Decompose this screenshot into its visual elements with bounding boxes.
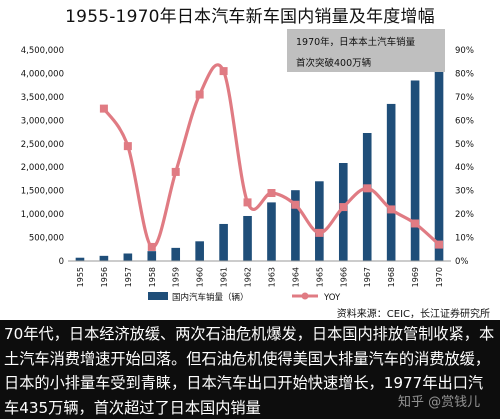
left-tick-label: 2,500,000 bbox=[21, 140, 64, 150]
bar bbox=[75, 257, 85, 261]
x-tick-label: 1961 bbox=[220, 267, 229, 287]
annotation-box: 1970年，日本本土汽车销量 首次突破400万辆 bbox=[287, 29, 445, 72]
left-tick-label: 2,000,000 bbox=[21, 163, 64, 173]
bar bbox=[434, 68, 444, 261]
yoy-point bbox=[339, 203, 348, 212]
x-tick-label: 1959 bbox=[172, 267, 181, 287]
right-tick-label: 10% bbox=[455, 234, 474, 244]
bar bbox=[362, 132, 372, 261]
watermark: 知乎 @赏钱儿 bbox=[398, 395, 481, 410]
x-tick-label: 1955 bbox=[76, 267, 85, 287]
bar bbox=[219, 223, 228, 261]
left-tick-label: 3,500,000 bbox=[21, 93, 64, 103]
bar bbox=[99, 255, 109, 261]
x-tick-label: 1962 bbox=[244, 267, 253, 287]
x-tick-label: 1963 bbox=[267, 267, 276, 287]
bar bbox=[171, 247, 181, 261]
x-tick-label: 1957 bbox=[124, 267, 133, 287]
x-axis: 1955 1956 1957 1958 1959 1960 1961 1962 1963 1964… bbox=[76, 267, 444, 287]
yoy-point bbox=[171, 167, 180, 176]
right-axis: 0% 10% 20% 30% 40% 50% 60% 70% 80% 90% bbox=[455, 46, 474, 267]
x-tick-label: 1969 bbox=[411, 267, 420, 287]
legend-line-label: YOY bbox=[323, 293, 341, 303]
legend: 国内汽车销量（辆） YOY bbox=[148, 292, 341, 303]
yoy-point bbox=[363, 184, 372, 193]
yoy-point bbox=[267, 189, 276, 198]
right-tick-label: 60% bbox=[455, 116, 474, 126]
right-tick-label: 40% bbox=[455, 163, 474, 173]
yoy-point bbox=[99, 104, 108, 113]
left-tick-label: 500,000 bbox=[29, 234, 64, 244]
right-tick-label: 20% bbox=[455, 210, 474, 220]
bar bbox=[243, 215, 252, 261]
bar bbox=[291, 190, 300, 261]
yoy-point bbox=[243, 198, 252, 207]
chart-svg: 0 500,000 1,000,000 1,500,000 2,000,000 2,500… bbox=[21, 46, 474, 303]
left-tick-label: 4,000,000 bbox=[21, 69, 64, 79]
legend-line-marker bbox=[301, 292, 309, 300]
bar-series bbox=[75, 68, 444, 261]
yoy-point bbox=[387, 205, 396, 214]
bar bbox=[147, 251, 157, 261]
bar bbox=[338, 163, 348, 261]
right-tick-label: 0% bbox=[455, 257, 469, 267]
x-tick-label: 1965 bbox=[315, 267, 324, 287]
yoy-point bbox=[147, 242, 156, 251]
left-tick-label: 3,000,000 bbox=[21, 116, 64, 126]
yoy-point bbox=[435, 240, 444, 249]
left-tick-label: 4,500,000 bbox=[21, 46, 64, 56]
left-tick-label: 1,000,000 bbox=[21, 210, 64, 220]
bar bbox=[195, 241, 204, 261]
right-tick-label: 30% bbox=[455, 187, 474, 197]
x-tick-label: 1967 bbox=[363, 267, 372, 287]
right-tick-label: 70% bbox=[455, 93, 474, 103]
bar bbox=[410, 80, 420, 261]
yoy-point bbox=[291, 200, 300, 209]
bar bbox=[386, 103, 396, 261]
yoy-point bbox=[411, 219, 420, 228]
right-tick-label: 50% bbox=[455, 140, 474, 150]
yoy-point bbox=[219, 67, 228, 76]
yoy-point bbox=[123, 142, 132, 151]
bar bbox=[267, 202, 276, 261]
x-tick-label: 1956 bbox=[100, 267, 109, 287]
left-tick-label: 1,500,000 bbox=[21, 187, 64, 197]
annotation-line-1: 1970年，日本本土汽车销量 bbox=[296, 37, 416, 48]
legend-bar-label: 国内汽车销量（辆） bbox=[172, 292, 249, 303]
x-tick-label: 1964 bbox=[291, 267, 300, 287]
x-tick-label: 1968 bbox=[387, 267, 396, 287]
legend-bar-swatch bbox=[148, 292, 168, 300]
left-tick-label: 0 bbox=[59, 257, 64, 267]
caption-text: 70年代，日本经济放缓、两次石油危机爆发，日本国内排放管制收紧，本土汽车消费增速… bbox=[0, 320, 500, 419]
annotation-line-2: 首次突破400万辆 bbox=[296, 58, 372, 69]
bar bbox=[315, 181, 324, 261]
chart-title: 1955-1970年日本汽车新车国内销量及年度增幅 bbox=[65, 7, 435, 27]
x-tick-label: 1970 bbox=[435, 267, 444, 287]
right-tick-label: 90% bbox=[455, 46, 474, 56]
x-tick-label: 1960 bbox=[196, 267, 205, 287]
x-tick-label: 1966 bbox=[339, 267, 348, 287]
yoy-point bbox=[315, 228, 324, 237]
bar bbox=[123, 253, 133, 261]
yoy-line-series bbox=[99, 63, 444, 251]
source-note: 资料来源：CEIC，长江证券研究所 bbox=[336, 309, 490, 320]
right-tick-label: 80% bbox=[455, 69, 474, 79]
x-tick-label: 1958 bbox=[148, 267, 157, 287]
yoy-point bbox=[195, 90, 204, 99]
left-axis: 0 500,000 1,000,000 1,500,000 2,000,000 2,500… bbox=[21, 46, 64, 267]
